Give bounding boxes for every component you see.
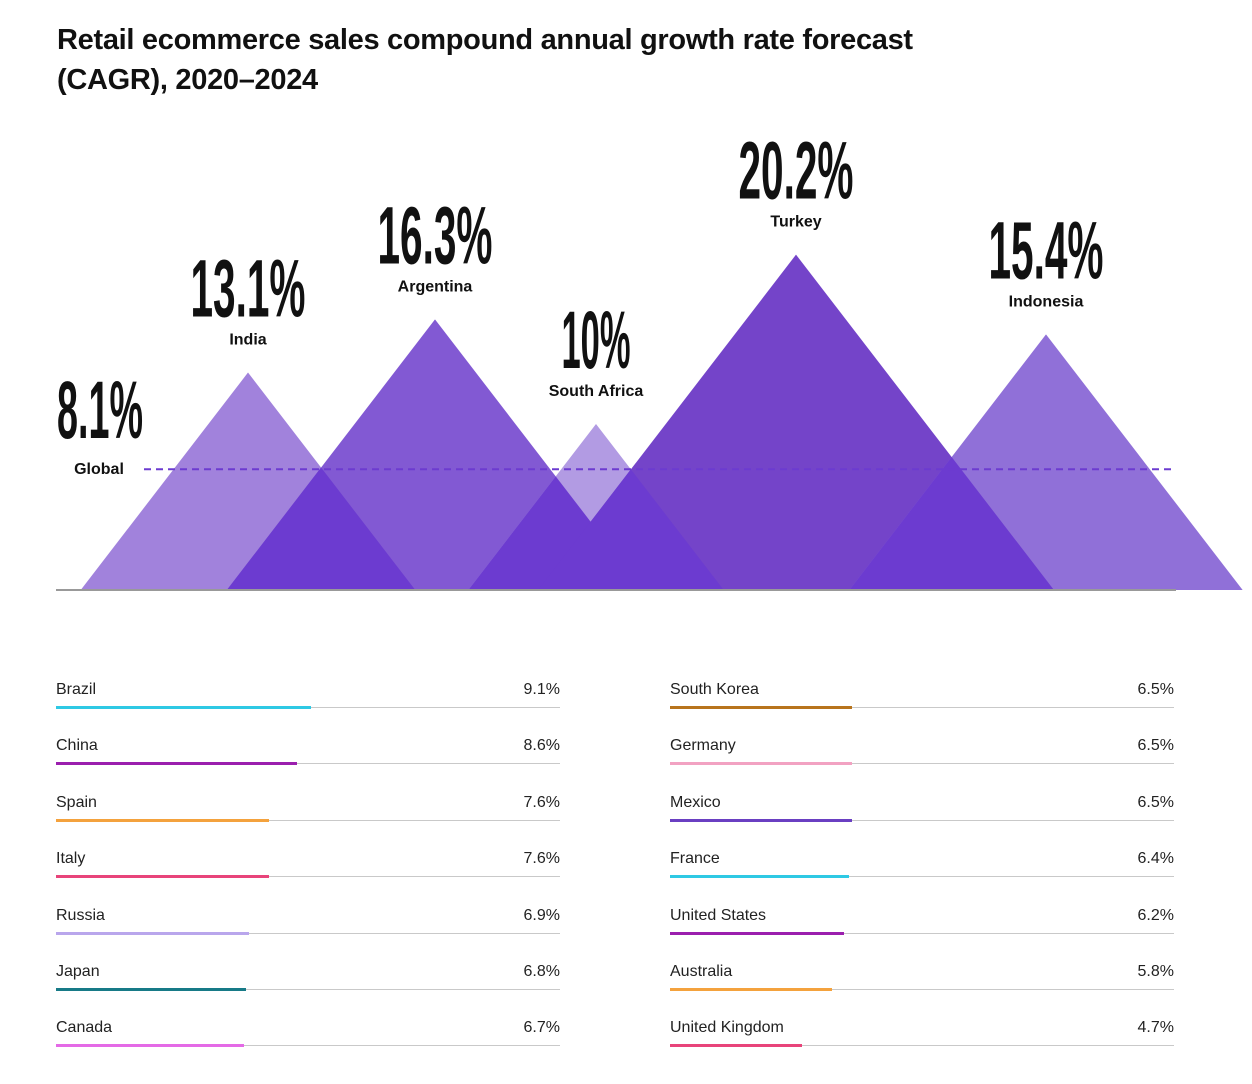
list-row-brazil: Brazil 9.1% — [56, 668, 560, 724]
list-row-bar — [670, 931, 844, 935]
list-row-name: South Korea — [670, 681, 759, 698]
list-row-value: 6.8% — [523, 962, 560, 980]
list-row-value: 6.5% — [1137, 681, 1174, 698]
list-row-united-states: United States 6.2% — [670, 894, 1174, 950]
list-row-bar — [56, 762, 297, 766]
list-row-value: 7.6% — [523, 793, 560, 811]
list-row-divider — [56, 932, 560, 934]
peak-value-india: 13.1% — [191, 244, 306, 335]
list-row-bar — [56, 1044, 244, 1048]
list-row-divider — [56, 763, 560, 765]
list-row-value: 5.8% — [1137, 962, 1174, 980]
chart-title: Retail ecommerce sales compound annual g… — [57, 24, 913, 96]
list-row-bar — [670, 987, 833, 991]
list-row-germany: Germany 6.5% — [670, 724, 1174, 780]
peak-label-turkey: Turkey — [770, 214, 821, 231]
peak-value-south-africa: 10% — [562, 295, 631, 386]
list-row-divider — [670, 988, 1174, 990]
list-row-russia: Russia 6.9% — [56, 894, 560, 950]
list-row-name: Italy — [56, 850, 86, 868]
list-row-name: Australia — [670, 962, 733, 980]
peak-chart: 8.1% Global 13.1%India 16.3%Argentina 10%Sou… — [56, 126, 1243, 591]
list-row-divider — [56, 876, 560, 878]
list-row-name: Brazil — [56, 681, 97, 698]
list-row-name: Spain — [56, 793, 97, 811]
list-row-bar — [56, 818, 269, 822]
list-row-divider — [670, 707, 1174, 708]
list-row-divider — [670, 876, 1174, 878]
peak-value-turkey: 20.2% — [739, 126, 854, 217]
list-row-name: China — [56, 737, 98, 755]
list-row-name: United Kingdom — [670, 1019, 784, 1037]
list-row-bar — [670, 762, 852, 766]
list-row-value: 6.5% — [1137, 793, 1174, 811]
list-row-japan: Japan 6.8% — [56, 950, 560, 1006]
list-row-name: Russia — [56, 906, 105, 924]
list-row-mexico: Mexico 6.5% — [670, 781, 1174, 837]
peak-overlap-india-argentina — [226, 467, 416, 590]
list-row-name: Germany — [670, 737, 736, 755]
list-row-value: 6.2% — [1137, 906, 1174, 924]
list-row-south-korea: South Korea 6.5% — [670, 668, 1174, 724]
peak-overlap-south-africa-turkey — [538, 469, 724, 590]
list-row-bar — [670, 875, 850, 879]
list-row-divider — [56, 988, 560, 990]
list-row-france: France 6.4% — [670, 837, 1174, 893]
list-row-value: 6.7% — [523, 1019, 560, 1037]
list-row-name: Canada — [56, 1019, 113, 1037]
list-row-divider — [670, 932, 1174, 934]
list-row-value: 9.1% — [523, 681, 560, 698]
list-row-bar — [670, 818, 852, 822]
bar-list-right: South Korea 6.5% Germany 6.5% Mexico 6.5% Fran… — [670, 668, 1174, 1063]
peak-value-indonesia: 15.4% — [989, 205, 1104, 296]
list-row-value: 7.6% — [523, 850, 560, 868]
list-row-name: United States — [670, 906, 767, 924]
peak-label-indonesia: Indonesia — [1009, 293, 1084, 310]
list-row-italy: Italy 7.6% — [56, 837, 560, 893]
list-row-value: 6.9% — [523, 906, 560, 924]
list-row-name: Mexico — [670, 793, 721, 811]
peak-label-india: India — [229, 332, 266, 349]
list-row-bar — [56, 706, 311, 709]
list-row-united-kingdom: United Kingdom 4.7% — [670, 1006, 1174, 1062]
list-row-value: 6.5% — [1137, 737, 1174, 755]
list-row-bar — [670, 1044, 802, 1048]
list-row-value: 4.7% — [1137, 1019, 1174, 1037]
bar-list-left: Brazil 9.1% China 8.6% Spain 7.6% Italy 7.6% Rus… — [56, 668, 560, 1063]
list-row-name: France — [670, 850, 720, 868]
list-row-canada: Canada 6.7% — [56, 1006, 560, 1062]
list-row-australia: Australia 5.8% — [670, 950, 1174, 1006]
peak-label-south-africa: South Africa — [549, 383, 644, 400]
list-row-bar — [56, 987, 247, 991]
list-row-value: 6.4% — [1137, 850, 1174, 868]
list-row-divider — [670, 763, 1174, 765]
global-label: Global — [74, 461, 124, 478]
list-row-divider — [56, 1045, 560, 1047]
list-row-value: 8.6% — [523, 737, 560, 755]
list-row-divider — [670, 819, 1174, 821]
list-row-bar — [56, 875, 269, 879]
list-row-name: Japan — [56, 962, 100, 980]
peak-value-argentina: 16.3% — [378, 190, 493, 281]
list-row-bar — [56, 931, 250, 935]
list-row-china: China 8.6% — [56, 724, 560, 780]
global-value: 8.1% — [57, 365, 143, 456]
peak-overlap-turkey-indonesia — [849, 457, 1054, 590]
list-row-divider — [670, 1045, 1174, 1047]
list-row-spain: Spain 7.6% — [56, 781, 560, 837]
list-row-bar — [670, 706, 852, 709]
peak-label-argentina: Argentina — [398, 278, 473, 295]
list-row-divider — [56, 819, 560, 821]
